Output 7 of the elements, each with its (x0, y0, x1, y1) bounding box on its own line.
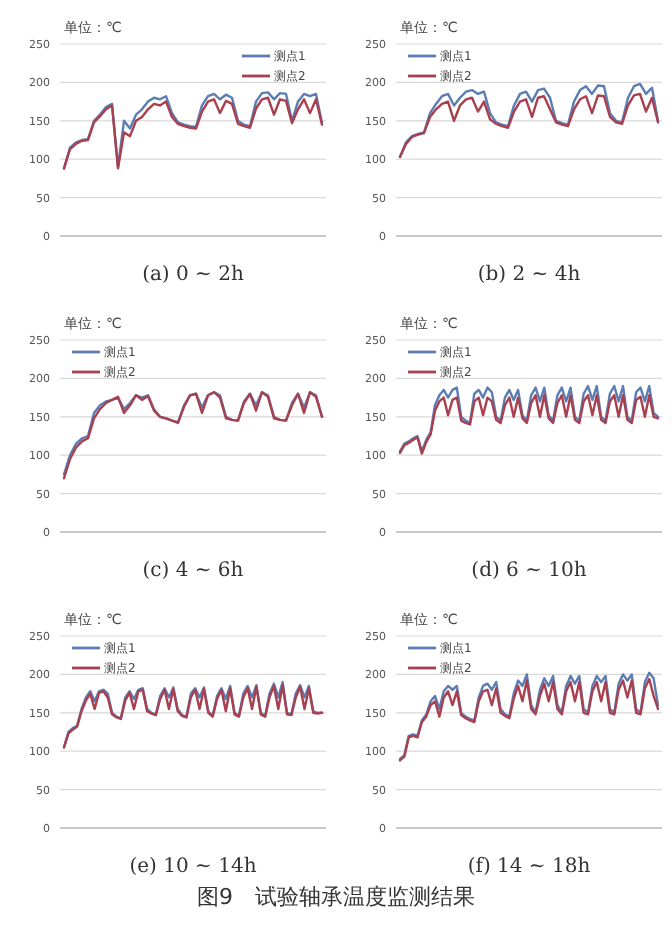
x-axis-title: (f) 14 ~ 18h (467, 856, 592, 878)
x-axis-title: (b) 2 ~ 4h (477, 264, 582, 286)
x-axis-title: (c) 4 ~ 6h (142, 560, 245, 582)
caption: 图9 试验轴承温度监测结果 (197, 884, 475, 910)
x-axis-title: (a) 0 ~ 2h (142, 264, 245, 286)
x-axis-title: (d) 6 ~ 10h (471, 560, 588, 582)
x-axis-title: (e) 10 ~ 14h (129, 856, 258, 878)
